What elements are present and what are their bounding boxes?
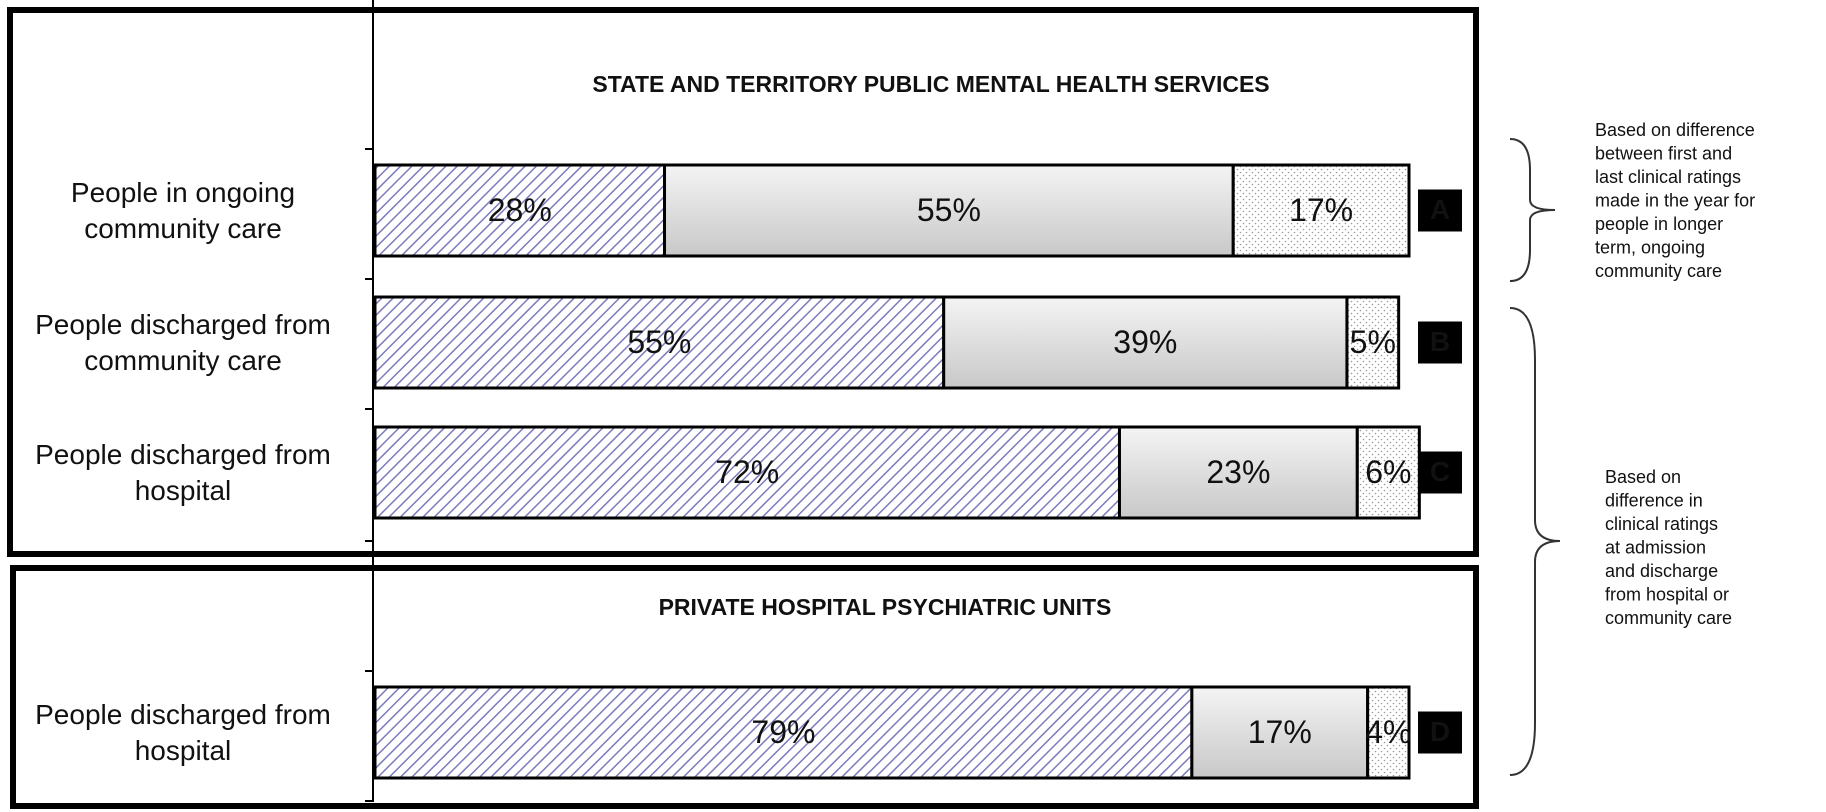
bar-segment — [373, 163, 667, 258]
bar-segment — [1231, 163, 1411, 258]
value-label: 23% — [1206, 454, 1270, 490]
category-label: People in ongoing community care — [70, 176, 296, 244]
annotation: made in the year for — [1595, 190, 1755, 210]
annotation: community care — [1595, 261, 1722, 281]
value-label: 4% — [1365, 714, 1411, 750]
value-label: 55% — [627, 324, 691, 360]
panel-frame — [7, 7, 1479, 557]
value-label: 39% — [1113, 324, 1177, 360]
bar-segment — [373, 425, 1121, 520]
tag-box — [1418, 451, 1462, 494]
category-label: People discharged from hospital — [35, 438, 331, 506]
category-label: People discharged from community care — [35, 308, 331, 376]
annotation: between first and — [1595, 143, 1732, 163]
panel-frame — [10, 565, 1479, 809]
annotation: at admission — [1605, 537, 1706, 557]
annotation: Based on difference — [1595, 120, 1755, 140]
tag-label: D — [1430, 716, 1450, 747]
brace — [1509, 138, 1556, 282]
tag-box — [1418, 189, 1462, 232]
annotation: difference in — [1605, 490, 1703, 510]
annotation: community care — [1605, 608, 1732, 628]
tag-box — [1418, 711, 1462, 754]
tag-label: A — [1430, 194, 1450, 225]
annotation: people in longer — [1595, 214, 1723, 234]
brace — [1509, 307, 1561, 776]
annotation: term, ongoing — [1595, 237, 1705, 257]
panel-title: STATE AND TERRITORY PUBLIC MENTAL HEALTH… — [592, 71, 1269, 97]
annotation: last clinical ratings — [1595, 167, 1741, 187]
value-label: 17% — [1289, 192, 1353, 228]
axis — [365, 0, 374, 802]
bar-segment — [1190, 685, 1370, 780]
annotation: and discharge — [1605, 561, 1718, 581]
value-label: 6% — [1365, 454, 1411, 490]
tag-label: C — [1430, 456, 1450, 487]
annotation: Based on — [1605, 467, 1681, 487]
tag-label: B — [1430, 326, 1450, 357]
tag-box — [1418, 321, 1462, 364]
value-label: 55% — [917, 192, 981, 228]
value-label: 72% — [715, 454, 779, 490]
bar-segment — [1355, 425, 1421, 520]
bar-segment — [373, 295, 946, 390]
annotation: from hospital or — [1605, 584, 1729, 604]
bar-segment — [1345, 295, 1401, 390]
bar-segment — [373, 685, 1194, 780]
value-label: 5% — [1350, 324, 1396, 360]
annotation: clinical ratings — [1605, 514, 1718, 534]
bar-segment — [1366, 685, 1411, 780]
category-label: People discharged from hospital — [35, 698, 331, 766]
value-label: 79% — [751, 714, 815, 750]
panel-title: PRIVATE HOSPITAL PSYCHIATRIC UNITS — [659, 594, 1112, 620]
value-label: 28% — [488, 192, 552, 228]
value-label: 17% — [1248, 714, 1312, 750]
